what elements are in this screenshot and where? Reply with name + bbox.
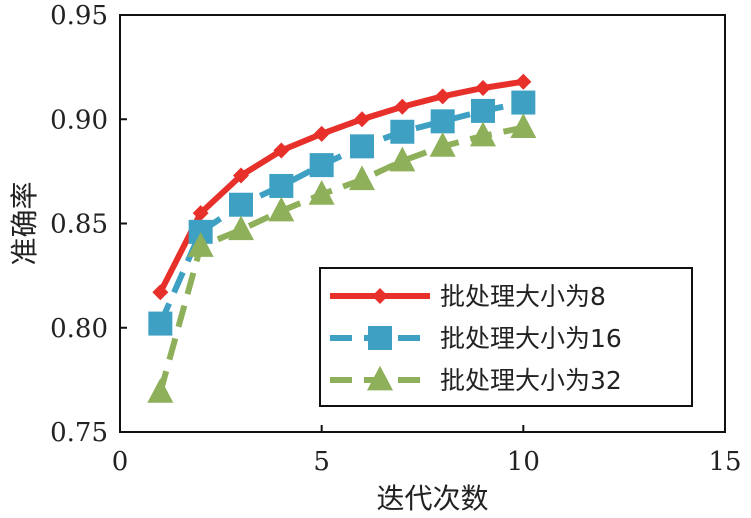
data-point [350,134,374,159]
data-point [471,98,495,123]
data-point [233,167,249,184]
x-tick-label: 15 [708,447,741,477]
data-point [268,196,295,222]
data-point [434,88,451,105]
y-tick-label: 0.85 [50,210,108,240]
series-1 [152,73,532,301]
y-axis-title: 准确率 [8,181,41,265]
series-line [157,124,524,394]
legend-marker [367,365,393,391]
legend-item: 批处理大小为8 [330,282,606,311]
series-2 [148,90,536,336]
data-point [430,109,455,134]
data-point [390,119,415,144]
data-point [389,146,416,172]
data-point [475,79,491,96]
data-point [147,378,174,403]
legend-label: 批处理大小为16 [440,324,622,353]
legend-label: 批处理大小为32 [440,366,622,395]
legend-marker [368,326,392,350]
data-point [349,165,375,191]
x-axis-ticks: 0 5 10 15 [112,425,742,477]
data-point [510,113,537,138]
data-point [511,90,536,115]
data-point [269,173,294,198]
y-tick-label: 0.95 [50,1,108,31]
series-line [157,78,524,294]
data-point [515,73,532,90]
y-tick-label: 0.80 [50,314,108,344]
data-point [309,153,334,178]
legend-marker [372,288,388,304]
x-axis-title: 迭代次数 [376,482,488,515]
data-point [148,311,173,336]
legend-label: 批处理大小为8 [440,282,606,311]
data-point [229,192,253,217]
series-3 [147,113,537,403]
x-tick-label: 10 [507,447,540,477]
data-point [273,142,290,159]
data-point [228,215,254,241]
data-point [152,284,169,301]
legend-item: 批处理大小为32 [330,365,622,395]
legend: 批处理大小为8 批处理大小为16 批处理大小为32 [319,267,693,407]
y-tick-label: 0.75 [50,418,108,448]
data-point [308,180,335,205]
x-tick-label: 0 [112,447,129,477]
data-point [313,125,330,142]
data-point [192,205,209,222]
data-point [470,121,496,147]
data-point [187,232,214,257]
legend-item: 批处理大小为16 [330,324,622,353]
data-point [429,132,456,157]
data-point [354,111,370,128]
y-tick-label: 0.90 [50,105,108,135]
data-point [394,98,411,115]
y-axis-ticks: 0.75 0.80 0.85 0.90 0.95 [50,1,127,448]
series-line [157,99,524,325]
x-tick-label: 5 [313,447,330,477]
series-layer [147,73,537,403]
